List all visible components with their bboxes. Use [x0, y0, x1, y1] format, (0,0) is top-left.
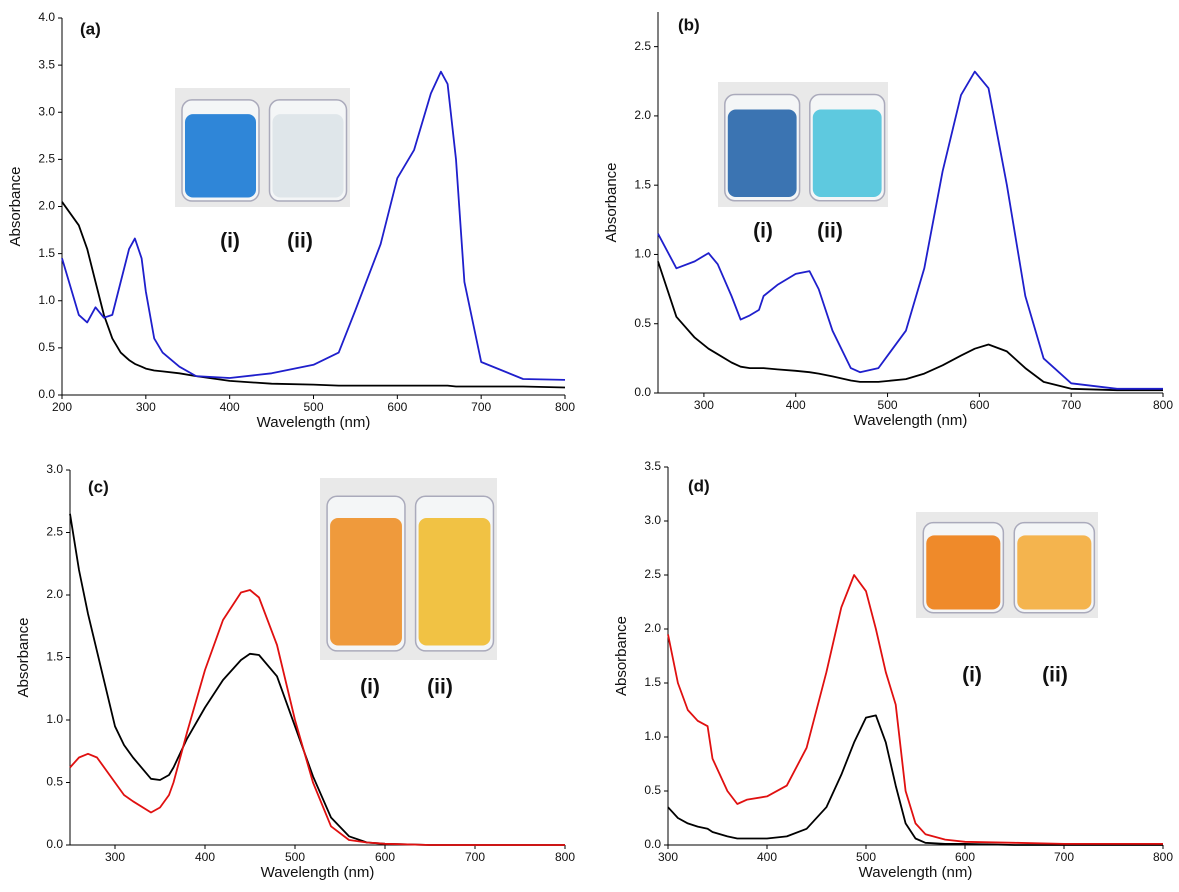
- x-tick-label: 700: [1054, 850, 1074, 864]
- y-tick-label: 3.5: [38, 57, 55, 71]
- y-axis-label: Absorbance: [603, 162, 620, 242]
- spectrum-line: [668, 715, 1163, 845]
- x-tick-label: 700: [465, 850, 485, 864]
- x-tick-label: 400: [757, 850, 777, 864]
- figure: 200 300 400 500 600 700 800 0.0 0.5 1.0 1.5 2.0 2.5 3…: [0, 0, 1179, 892]
- y-tick-label: 1.0: [46, 712, 63, 726]
- y-tick-label: 0.0: [46, 837, 63, 851]
- y-tick-label: 1.0: [634, 247, 651, 261]
- y-tick-label: 2.5: [634, 39, 651, 53]
- solution: [813, 110, 882, 198]
- y-axis-label: Absorbance: [7, 166, 24, 246]
- y-tick-label: 0.5: [46, 775, 63, 789]
- y-tick-label: 0.0: [634, 385, 651, 399]
- y-axis-label: Absorbance: [613, 616, 630, 696]
- y-tick-label: 3.0: [38, 104, 55, 118]
- y-tick-label: 4.0: [38, 10, 55, 24]
- y-tick-label: 2.0: [38, 199, 55, 213]
- x-tick-label: 200: [52, 400, 72, 414]
- x-tick-label: 800: [555, 850, 575, 864]
- x-tick-label: 700: [471, 400, 491, 414]
- y-tick-label: 3.0: [644, 513, 661, 527]
- x-axis-label: Wavelength (nm): [854, 412, 968, 429]
- solution: [273, 114, 344, 197]
- y-tick-label: 2.5: [38, 152, 55, 166]
- y-tick-label: 0.0: [38, 387, 55, 401]
- y-tick-label: 0.5: [634, 316, 651, 330]
- panel-title: (c): [88, 477, 109, 496]
- y-tick-label: 0.5: [38, 340, 55, 354]
- y-tick-label: 1.5: [38, 246, 55, 260]
- panel-title: (d): [688, 476, 710, 495]
- y-tick-label: 1.0: [38, 293, 55, 307]
- y-axis-label: Absorbance: [15, 617, 32, 697]
- solution: [728, 110, 797, 198]
- inset-label: (ii): [817, 220, 843, 243]
- x-tick-label: 400: [195, 850, 215, 864]
- y-tick-label: 3.5: [644, 459, 661, 473]
- x-axis-label: Wavelength (nm): [261, 864, 375, 881]
- panel-title: (a): [80, 19, 101, 38]
- solution: [419, 518, 491, 645]
- spectrum-line: [658, 261, 1163, 390]
- x-tick-label: 600: [375, 850, 395, 864]
- inset-label: (i): [753, 220, 773, 243]
- x-tick-label: 700: [1061, 398, 1081, 412]
- solution: [926, 535, 1000, 609]
- x-tick-label: 500: [878, 398, 898, 412]
- y-tick-label: 2.0: [644, 621, 661, 635]
- x-axis-label: Wavelength (nm): [257, 414, 371, 431]
- x-tick-label: 500: [856, 850, 876, 864]
- x-tick-label: 800: [1153, 398, 1173, 412]
- inset-label: (i): [962, 664, 982, 687]
- y-tick-label: 1.5: [634, 177, 651, 191]
- y-tick-label: 1.5: [644, 675, 661, 689]
- inset-label: (i): [220, 230, 240, 253]
- y-tick-label: 0.0: [644, 837, 661, 851]
- x-axis-label: Wavelength (nm): [859, 864, 973, 881]
- inset-label: (ii): [427, 676, 453, 699]
- x-tick-label: 800: [555, 400, 575, 414]
- x-tick-label: 600: [955, 850, 975, 864]
- x-tick-label: 300: [694, 398, 714, 412]
- solution: [185, 114, 256, 197]
- x-tick-label: 300: [658, 850, 678, 864]
- y-tick-label: 2.0: [634, 108, 651, 122]
- spectrum-line: [62, 202, 565, 388]
- y-tick-label: 1.5: [46, 650, 63, 664]
- page: 200 300 400 500 600 700 800 0.0 0.5 1.0 1.5 2.0 2.5 3…: [0, 0, 1179, 892]
- x-tick-label: 500: [285, 850, 305, 864]
- x-tick-label: 800: [1153, 850, 1173, 864]
- inset-label: (ii): [287, 230, 313, 253]
- solution: [1017, 535, 1091, 609]
- x-tick-label: 300: [105, 850, 125, 864]
- x-tick-label: 600: [969, 398, 989, 412]
- inset-label: (ii): [1042, 664, 1068, 687]
- y-tick-label: 1.0: [644, 729, 661, 743]
- y-tick-label: 2.5: [644, 567, 661, 581]
- solution: [330, 518, 402, 645]
- x-tick-label: 600: [387, 400, 407, 414]
- x-tick-label: 500: [303, 400, 323, 414]
- inset-label: (i): [360, 676, 380, 699]
- x-tick-label: 400: [220, 400, 240, 414]
- y-tick-label: 0.5: [644, 783, 661, 797]
- y-tick-label: 2.5: [46, 525, 63, 539]
- y-tick-label: 3.0: [46, 462, 63, 476]
- y-tick-label: 2.0: [46, 587, 63, 601]
- x-tick-label: 400: [786, 398, 806, 412]
- panel-title: (b): [678, 15, 700, 34]
- x-tick-label: 300: [136, 400, 156, 414]
